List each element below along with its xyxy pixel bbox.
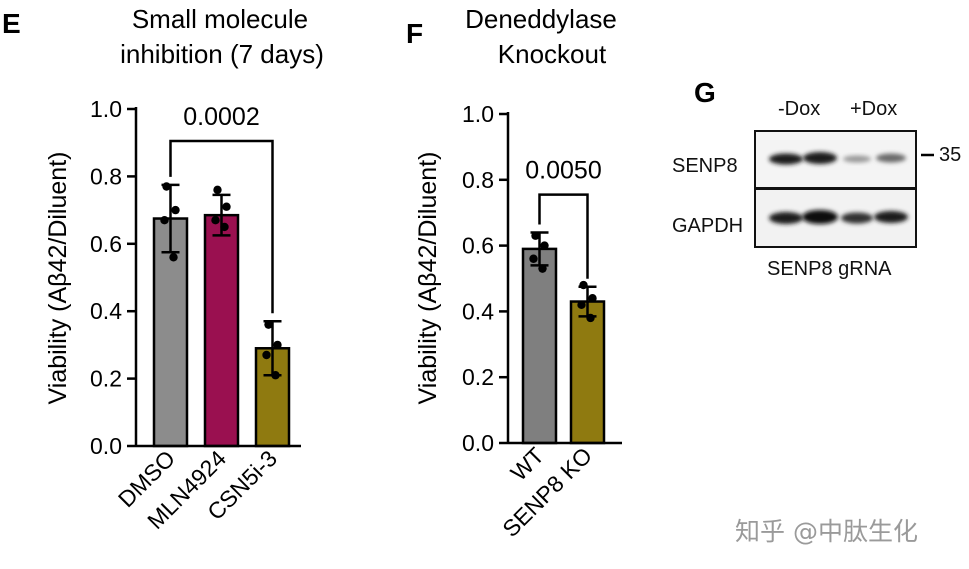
- chart-f-point-1-2: [540, 241, 549, 250]
- chart-e-point-3-1: [264, 320, 273, 329]
- watermark: 知乎 @中肽生化: [735, 517, 918, 546]
- chart-f-point-2-3: [577, 300, 586, 310]
- chart-f-y-tick-label-2: 0.2: [462, 364, 494, 390]
- senp8-band-lane4: [876, 153, 906, 163]
- chart-f-y-tick-label-3: 0.4: [462, 298, 494, 324]
- row-label-gapdh: GAPDH: [672, 215, 744, 237]
- chart-f-y-tick-label-4: 0.6: [462, 233, 494, 259]
- panel-letter-e: E: [2, 8, 21, 39]
- marker-label: 35: [939, 144, 962, 166]
- chart-e-y-tick-label-3: 0.4: [90, 298, 122, 324]
- senp8-band-lane1: [769, 153, 803, 165]
- chart-f-point-2-2: [588, 294, 597, 303]
- blot-caption: SENP8 gRNA: [767, 258, 892, 280]
- chart-e-point-3-4: [271, 371, 280, 380]
- chart-e-y-tick-label-2: 0.2: [90, 366, 122, 392]
- gapdh-band-lane2: [802, 210, 838, 224]
- chart-f-title-line-1: Deneddylase: [465, 4, 617, 34]
- chart-f-point-1-3: [529, 254, 538, 263]
- chart-e-bar-2: [203, 213, 240, 448]
- chart-f-category-label-2: SENP8 KO: [497, 442, 597, 542]
- chart-e-significance-bracket: [169, 139, 274, 314]
- panel-letter-g: G: [694, 77, 716, 108]
- chart-f-point-2-1: [579, 280, 588, 290]
- chart-e-point-1-2: [171, 205, 180, 215]
- chart-e-y-axis-label: Viability (Aβ42/Diluent): [44, 152, 72, 405]
- chart-f-point-2-4: [586, 313, 595, 323]
- chart-e-point-1-3: [160, 216, 169, 225]
- chart-f-y-tick-label-6: 1.0: [462, 101, 494, 127]
- chart-e-point-2-1: [213, 185, 222, 195]
- chart-e-point-2-4: [220, 222, 229, 232]
- chart-f-bar-2: [569, 300, 606, 445]
- western-blot: [754, 130, 934, 248]
- chart-f-p-value-label: 0.0050: [525, 157, 601, 185]
- chart-f-point-1-4: [538, 264, 547, 273]
- chart-e-y-tick-label-1: 0.0: [90, 433, 122, 459]
- chart-f-title-line-2: Knockout: [498, 39, 607, 69]
- chart-e-point-2-2: [222, 202, 231, 211]
- chart-e-title-line-2: inhibition (7 days): [120, 39, 324, 69]
- chart-f: Deneddylase Knockout Viability (Aβ42/Dil…: [414, 4, 622, 542]
- senp8-band-lane2: [803, 152, 837, 164]
- chart-f-significance-bracket: [538, 193, 589, 279]
- gapdh-band-lane1: [769, 212, 803, 224]
- senp8-band-lane3: [843, 155, 871, 163]
- chart-e-y-tick-label-5: 0.8: [90, 163, 122, 189]
- chart-e-point-3-3: [262, 350, 271, 360]
- chart-e-y-tick-label-4: 0.6: [90, 231, 122, 257]
- chart-e-p-value-label: 0.0002: [183, 103, 259, 131]
- gapdh-band-lane3: [841, 212, 873, 224]
- chart-e-point-2-3: [211, 216, 220, 225]
- chart-e-point-1-4: [169, 253, 178, 262]
- chart-f-y-axis-label: Viability (Aβ42/Diluent): [414, 152, 442, 405]
- chart-f-bar-1: [521, 247, 558, 445]
- chart-e-y-tick-label-6: 1.0: [90, 96, 122, 122]
- chart-e-point-3-2: [273, 340, 282, 350]
- chart-e-title-line-1: Small molecule: [132, 4, 308, 34]
- chart-e: Small molecule inhibition (7 days) Viabi…: [44, 4, 324, 534]
- condition-label-plus-dox: +Dox: [850, 98, 898, 120]
- chart-f-point-1-1: [531, 231, 540, 240]
- chart-f-y-tick-label-1: 0.0: [462, 430, 494, 456]
- row-label-senp8: SENP8: [672, 155, 738, 177]
- chart-e-point-1-1: [162, 182, 171, 191]
- gapdh-band-lane4: [874, 211, 908, 223]
- panel-letter-f: F: [406, 18, 424, 49]
- condition-label-minus-dox: -Dox: [778, 98, 821, 120]
- chart-f-y-tick-label-5: 0.8: [462, 167, 494, 193]
